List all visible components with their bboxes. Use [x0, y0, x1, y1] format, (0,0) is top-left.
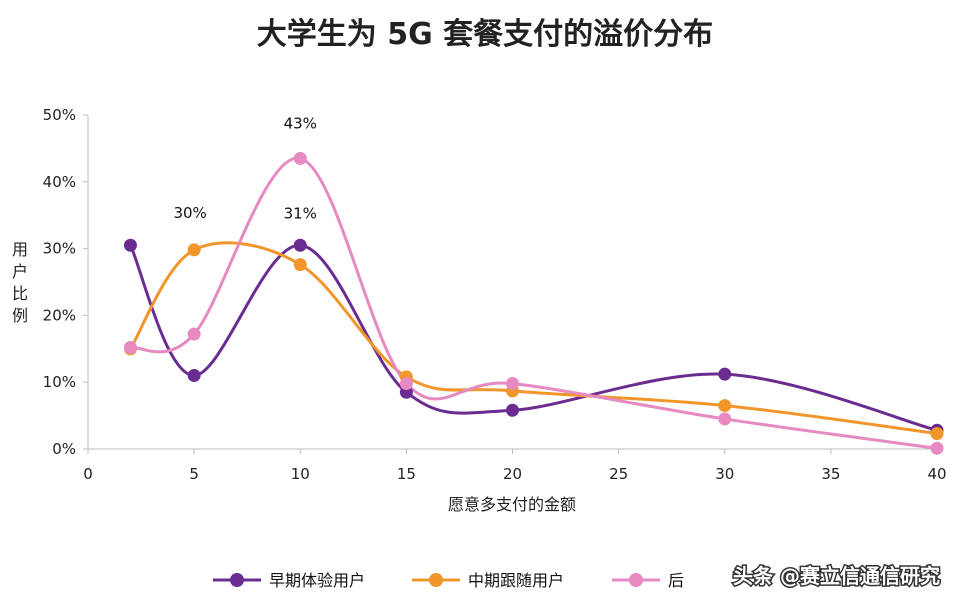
chart-title: 大学生为 5G 套餐支付的溢价分布: [257, 17, 713, 52]
data-label: 43%: [284, 114, 317, 132]
data-point-series-1: [187, 369, 201, 383]
data-point-series-1: [506, 403, 519, 417]
data-point-series-1: [718, 367, 732, 381]
x-tick-label: 25: [609, 465, 628, 483]
legend-label: 后: [668, 571, 684, 590]
series-lines: [128, 156, 939, 450]
data-label: 30%: [173, 204, 206, 222]
y-tick-label: 20%: [43, 306, 76, 324]
legend-item-3: 后: [612, 571, 684, 590]
data-point-series-2: [930, 427, 944, 441]
x-tick-label: 20: [503, 465, 522, 483]
y-axis-label-char: 用: [12, 240, 28, 259]
x-tick-label: 10: [291, 465, 310, 483]
x-tick-label: 0: [83, 465, 93, 483]
y-tick-label: 0%: [52, 440, 76, 458]
data-point-series-3: [187, 327, 201, 341]
data-point-series-2: [293, 258, 307, 272]
legend-label: 早期体验用户: [269, 571, 365, 590]
y-axis-label-char: 户: [12, 262, 28, 281]
data-point-series-3: [123, 340, 137, 354]
y-axis-label-char: 比: [12, 284, 28, 303]
data-point-series-3: [399, 377, 413, 391]
series-line-1: [128, 243, 939, 432]
legend-item-1: 早期体验用户: [213, 571, 365, 590]
y-tick-label: 50%: [43, 106, 76, 124]
data-point-series-2: [718, 399, 732, 413]
data-point-series-3: [293, 151, 307, 165]
legend-label: 中期跟随用户: [468, 571, 564, 590]
y-tick-label: 40%: [43, 173, 76, 191]
watermark: 头条 @赛立信通信研究: [733, 564, 940, 588]
legend-marker: [429, 573, 443, 587]
data-point-series-3: [718, 412, 732, 426]
series-points: [123, 151, 944, 455]
legend-marker: [230, 573, 244, 587]
legend-item-2: 中期跟随用户: [412, 571, 564, 590]
series-line-3: [128, 156, 939, 450]
y-tick-label: 10%: [43, 373, 76, 391]
data-point-series-3: [506, 377, 519, 391]
data-point-series-1: [293, 238, 307, 252]
y-axis-label-char: 例: [12, 306, 28, 325]
x-tick-label: 5: [189, 465, 199, 483]
series-line-2: [128, 241, 939, 436]
x-tick-label: 30: [715, 465, 734, 483]
axes: 0% 10% 20% 30% 40% 50% 0 5 10 15 20 25 30 35 40: [43, 106, 947, 483]
x-tick-label: 15: [397, 465, 416, 483]
data-label: 31%: [284, 204, 317, 222]
data-point-series-3: [930, 441, 944, 455]
data-labels: 43% 31% 30%: [173, 114, 316, 222]
data-point-series-2: [187, 243, 201, 257]
data-point-series-1: [123, 238, 137, 252]
y-tick-label: 30%: [43, 240, 76, 258]
legend-marker: [629, 573, 643, 587]
x-tick-label: 35: [821, 465, 840, 483]
x-axis-label: 愿意多支付的金额: [448, 495, 576, 514]
legend: 早期体验用户 中期跟随用户 后: [213, 571, 684, 590]
x-tick-label: 40: [927, 465, 946, 483]
